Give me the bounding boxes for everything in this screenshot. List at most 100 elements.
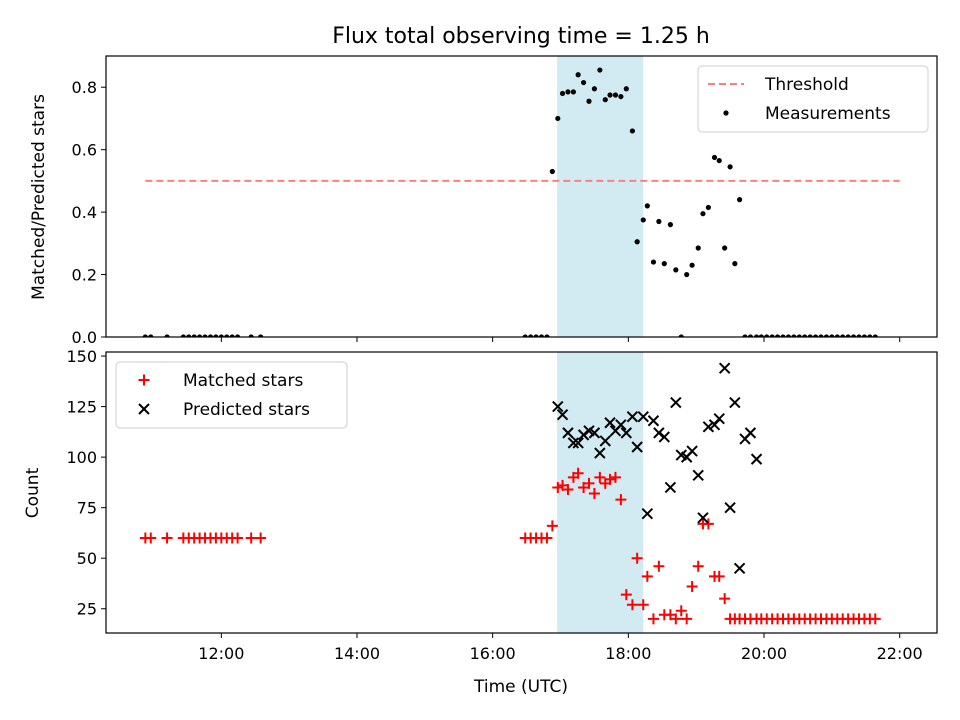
data-point — [681, 613, 693, 625]
data-point — [802, 334, 808, 337]
data-point — [612, 92, 619, 98]
data-point — [718, 362, 731, 374]
data-point — [626, 599, 638, 611]
data-point — [197, 334, 203, 337]
data-point — [164, 334, 170, 337]
bottom-axes-frame — [105, 351, 938, 634]
data-point — [653, 560, 665, 572]
data-point — [678, 334, 684, 337]
data-point — [604, 417, 616, 429]
data-point — [675, 605, 687, 617]
data-point — [552, 400, 564, 413]
top-y-axis-label: Matched/Predicted stars — [29, 94, 49, 300]
legend-label: Predicted stars — [183, 400, 310, 420]
bottom-series-predicted-stars — [552, 362, 763, 575]
bottom-y-tick-label: 125 — [66, 398, 97, 417]
data-point — [818, 334, 824, 337]
data-point — [670, 613, 682, 625]
data-point — [602, 97, 608, 103]
data-point — [161, 532, 173, 544]
bottom-y-tick-label: 25 — [77, 600, 97, 619]
data-point — [191, 334, 197, 337]
data-point — [670, 396, 682, 409]
data-point — [719, 593, 731, 605]
data-point — [180, 334, 186, 337]
legend-key-matched — [138, 374, 150, 386]
data-point — [629, 128, 636, 134]
top-legend: Threshold Measurements — [697, 65, 929, 133]
data-point — [235, 334, 241, 337]
data-point — [656, 218, 662, 225]
bottom-legend: Matched stars Predicted stars — [115, 361, 348, 429]
data-point — [594, 447, 606, 459]
data-point — [618, 93, 624, 100]
top-y-tick-label: 0.4 — [72, 203, 97, 222]
legend-key-measurements — [723, 110, 729, 116]
bottom-series-matched-stars — [139, 467, 881, 625]
legend-label: Matched stars — [183, 371, 303, 391]
bottom-legend-box — [115, 361, 348, 429]
data-point — [555, 115, 561, 122]
data-point — [661, 261, 667, 267]
data-point — [667, 222, 674, 228]
data-point — [556, 408, 569, 421]
top-y-tick-label: 0.2 — [72, 266, 97, 285]
bottom-observing-span — [557, 352, 644, 633]
data-point — [567, 437, 580, 449]
data-point — [599, 435, 611, 447]
data-point — [736, 197, 743, 203]
top-data — [142, 67, 878, 337]
data-point — [744, 427, 757, 439]
data-point — [588, 427, 601, 439]
data-point — [559, 90, 566, 97]
data-point — [834, 334, 840, 337]
bottom-data — [139, 362, 881, 625]
data-point — [229, 334, 235, 337]
data-point — [623, 86, 629, 92]
data-point — [255, 532, 267, 544]
data-point — [583, 477, 595, 489]
data-point — [764, 334, 770, 337]
data-point — [686, 445, 698, 457]
data-point — [856, 334, 862, 337]
data-point — [702, 421, 715, 433]
x-tick-label: 14:00 — [334, 644, 380, 663]
data-point — [692, 469, 704, 482]
top-y-tick-label: 0.6 — [72, 141, 97, 160]
data-point — [572, 437, 584, 449]
data-point — [580, 79, 587, 86]
data-point — [727, 164, 733, 170]
data-point — [872, 334, 878, 337]
data-point — [640, 217, 646, 223]
data-point — [541, 532, 553, 544]
data-point — [750, 453, 763, 465]
data-point — [562, 427, 574, 439]
top-series-measurements — [142, 67, 878, 337]
data-point — [538, 334, 545, 337]
data-point — [572, 467, 584, 479]
data-point — [840, 334, 846, 337]
data-point — [202, 334, 208, 337]
data-point — [224, 334, 230, 337]
data-point — [812, 334, 819, 337]
bottom-panel: 25 50 75 100 125 150 12:00 14:00 16:00 18:00 20:00… — [66, 347, 938, 663]
top-y-tick-label: 0.8 — [72, 78, 97, 97]
data-point — [769, 334, 775, 337]
data-point — [867, 334, 873, 337]
data-point — [597, 67, 603, 73]
bottom-y-tick-label: 50 — [77, 549, 97, 568]
data-point — [796, 334, 802, 337]
data-point — [637, 410, 649, 423]
data-point — [684, 271, 690, 278]
legend-label: Threshold — [764, 75, 849, 95]
data-point — [575, 72, 581, 78]
data-point — [544, 334, 550, 337]
data-point — [702, 518, 714, 530]
data-point — [673, 267, 679, 273]
x-tick-label: 12:00 — [198, 644, 244, 663]
data-point — [565, 89, 571, 95]
data-point — [607, 92, 613, 98]
data-point — [807, 334, 813, 337]
data-point — [142, 334, 148, 337]
data-point — [780, 334, 786, 337]
